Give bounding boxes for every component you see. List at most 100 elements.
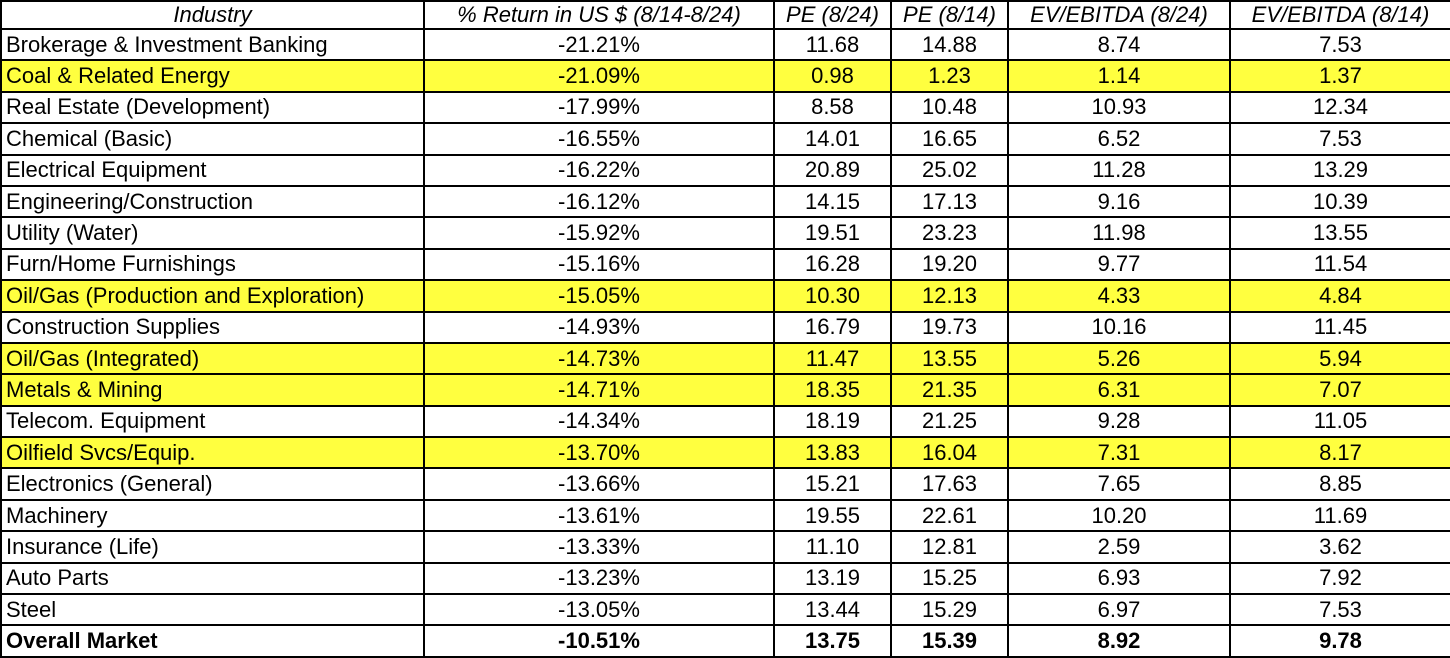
value-cell: 23.23 (890, 216, 1009, 250)
value-cell: 8.58 (773, 90, 892, 125)
table-row: Oil/Gas (Production and Exploration) -15.… (0, 279, 1450, 313)
total-row: Overall Market -10.51% 13.75 15.39 8.92 9.78 (0, 624, 1450, 658)
value-cell: 19.51 (773, 216, 892, 250)
industry-cell: Brokerage & Investment Banking (0, 27, 425, 62)
value-cell: 6.31 (1007, 373, 1231, 407)
value-cell: -14.34% (423, 404, 775, 439)
value-cell: 15.29 (890, 593, 1009, 627)
value-cell: 8.92 (1007, 624, 1231, 658)
value-cell: 1.37 (1229, 59, 1450, 93)
value-cell: 3.62 (1229, 530, 1450, 564)
value-cell: -13.61% (423, 498, 775, 533)
table-row: Electrical Equipment -16.22% 20.89 25.02 11.… (0, 153, 1450, 187)
value-cell: -15.16% (423, 247, 775, 282)
value-cell: 11.47 (773, 341, 892, 376)
value-cell: 10.20 (1007, 498, 1231, 533)
value-cell: 7.53 (1229, 122, 1450, 156)
value-cell: 16.65 (890, 122, 1009, 156)
table-row: Oilfield Svcs/Equip. -13.70% 13.83 16.04 7.3… (0, 436, 1450, 470)
value-cell: 5.26 (1007, 341, 1231, 376)
value-cell: 7.07 (1229, 373, 1450, 407)
value-cell: 13.83 (773, 436, 892, 470)
value-cell: 11.45 (1229, 310, 1450, 344)
header-cell: EV/EBITDA (8/24) (1007, 0, 1231, 30)
value-cell: 13.29 (1229, 153, 1450, 187)
value-cell: 11.10 (773, 530, 892, 564)
industry-cell: Electrical Equipment (0, 153, 425, 187)
value-cell: 15.21 (773, 467, 892, 501)
value-cell: -13.23% (423, 561, 775, 596)
value-cell: -14.93% (423, 310, 775, 344)
value-cell: 13.44 (773, 593, 892, 627)
value-cell: 10.93 (1007, 90, 1231, 125)
industry-cell: Oil/Gas (Integrated) (0, 341, 425, 376)
value-cell: 16.04 (890, 436, 1009, 470)
industry-cell: Electronics (General) (0, 467, 425, 501)
value-cell: 4.84 (1229, 279, 1450, 313)
value-cell: 19.73 (890, 310, 1009, 344)
value-cell: 7.53 (1229, 27, 1450, 62)
industry-cell: Coal & Related Energy (0, 59, 425, 93)
value-cell: -10.51% (423, 624, 775, 658)
value-cell: 13.75 (773, 624, 892, 658)
value-cell: 20.89 (773, 153, 892, 187)
value-cell: -15.05% (423, 279, 775, 313)
value-cell: 19.20 (890, 247, 1009, 282)
value-cell: -14.71% (423, 373, 775, 407)
table-row: Engineering/Construction -16.12% 14.15 17.1… (0, 184, 1450, 219)
value-cell: 10.39 (1229, 184, 1450, 219)
value-cell: 18.35 (773, 373, 892, 407)
table-row: Telecom. Equipment -14.34% 18.19 21.25 9.28 1… (0, 404, 1450, 439)
industry-cell: Engineering/Construction (0, 184, 425, 219)
industry-cell: Real Estate (Development) (0, 90, 425, 125)
value-cell: 9.16 (1007, 184, 1231, 219)
table-row: Insurance (Life) -13.33% 11.10 12.81 2.59 3.6… (0, 530, 1450, 564)
table-row: Metals & Mining -14.71% 18.35 21.35 6.31 7.07 (0, 373, 1450, 407)
value-cell: 21.25 (890, 404, 1009, 439)
table-row: Chemical (Basic) -16.55% 14.01 16.65 6.52 7.5… (0, 122, 1450, 156)
value-cell: 11.98 (1007, 216, 1231, 250)
value-cell: -13.66% (423, 467, 775, 501)
value-cell: -16.55% (423, 122, 775, 156)
table-body: Brokerage & Investment Banking -21.21% 11.… (0, 27, 1450, 658)
industry-cell: Insurance (Life) (0, 530, 425, 564)
table-row: Oil/Gas (Integrated) -14.73% 11.47 13.55 5.2… (0, 341, 1450, 376)
value-cell: 17.13 (890, 184, 1009, 219)
header-cell: % Return in US $ (8/14-8/24) (423, 0, 775, 30)
value-cell: 13.55 (1229, 216, 1450, 250)
value-cell: 6.93 (1007, 561, 1231, 596)
value-cell: -16.12% (423, 184, 775, 219)
industry-cell: Construction Supplies (0, 310, 425, 344)
value-cell: -16.22% (423, 153, 775, 187)
header-cell: PE (8/14) (890, 0, 1009, 30)
value-cell: 5.94 (1229, 341, 1450, 376)
value-cell: 6.52 (1007, 122, 1231, 156)
value-cell: 11.69 (1229, 498, 1450, 533)
industry-cell: Telecom. Equipment (0, 404, 425, 439)
value-cell: 1.14 (1007, 59, 1231, 93)
value-cell: 13.19 (773, 561, 892, 596)
value-cell: 25.02 (890, 153, 1009, 187)
value-cell: -15.92% (423, 216, 775, 250)
table-row: Construction Supplies -14.93% 16.79 19.73 10… (0, 310, 1450, 344)
value-cell: -14.73% (423, 341, 775, 376)
value-cell: 8.74 (1007, 27, 1231, 62)
value-cell: 12.81 (890, 530, 1009, 564)
value-cell: 16.79 (773, 310, 892, 344)
value-cell: 12.13 (890, 279, 1009, 313)
table-row: Coal & Related Energy -21.09% 0.98 1.23 1.14… (0, 59, 1450, 93)
value-cell: 7.65 (1007, 467, 1231, 501)
header-cell: Industry (0, 0, 425, 30)
industry-cell: Utility (Water) (0, 216, 425, 250)
header-cell: PE (8/24) (773, 0, 892, 30)
industry-cell: Chemical (Basic) (0, 122, 425, 156)
value-cell: 8.17 (1229, 436, 1450, 470)
value-cell: 11.54 (1229, 247, 1450, 282)
value-cell: 7.53 (1229, 593, 1450, 627)
value-cell: 9.28 (1007, 404, 1231, 439)
table-row: Steel -13.05% 13.44 15.29 6.97 7.53 (0, 593, 1450, 627)
industry-cell: Auto Parts (0, 561, 425, 596)
value-cell: 10.16 (1007, 310, 1231, 344)
value-cell: -17.99% (423, 90, 775, 125)
value-cell: 2.59 (1007, 530, 1231, 564)
